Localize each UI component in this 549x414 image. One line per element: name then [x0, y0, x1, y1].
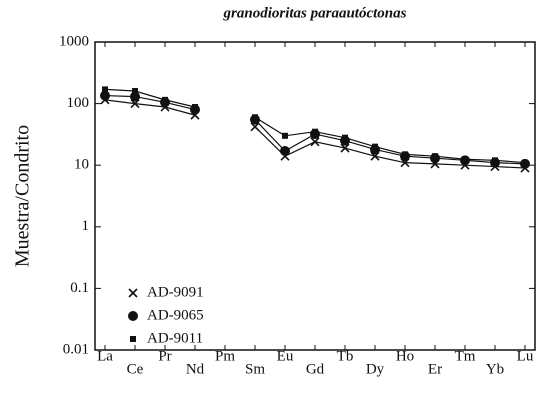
marker [252, 114, 258, 121]
x-tick-label: Pm [215, 348, 235, 364]
chart-title: granodioritas paraautóctonas [223, 5, 407, 21]
x-tick-label: Er [428, 361, 442, 377]
marker [492, 157, 498, 164]
x-tick-label: Lu [517, 348, 534, 364]
plot-frame [94, 41, 536, 351]
marker [310, 137, 320, 147]
y-tick-label: 0.1 [70, 280, 89, 296]
legend-label: AD-9011 [147, 330, 203, 346]
marker [132, 88, 138, 95]
marker [340, 143, 350, 153]
x-tick-label: Yb [486, 361, 504, 377]
x-tick-label: La [97, 348, 113, 364]
y-tick-label: 1000 [59, 33, 89, 49]
x-tick-label: Dy [366, 361, 385, 377]
x-tick-label: Ho [396, 348, 414, 364]
marker [102, 86, 108, 93]
x-tick-label: Nd [186, 361, 205, 377]
y-tick-label: 100 [67, 95, 90, 111]
marker [130, 91, 140, 102]
x-tick-label: Gd [306, 361, 325, 377]
marker [342, 134, 348, 141]
y-axis-label: Muestra/Condrito [12, 125, 34, 267]
marker [312, 128, 318, 135]
marker [280, 146, 290, 157]
y-tick-label: 10 [74, 157, 89, 173]
marker [100, 90, 110, 101]
series-line [104, 99, 526, 169]
legend-label: AD-9091 [147, 284, 204, 300]
marker [522, 159, 528, 166]
y-tick-label: 1 [82, 218, 90, 234]
marker [372, 143, 378, 150]
x-tick-label: Tb [337, 348, 354, 364]
marker [162, 96, 168, 103]
marker [282, 132, 288, 139]
x-tick-label: Pr [158, 348, 171, 364]
series-line [104, 94, 526, 165]
y-tick-label: 0.01 [63, 341, 89, 357]
marker [402, 151, 408, 158]
marker [130, 336, 136, 342]
x-tick-label: Eu [277, 348, 294, 364]
marker [128, 311, 138, 321]
marker [432, 153, 438, 160]
legend-label: AD-9065 [147, 307, 204, 323]
marker [462, 156, 468, 163]
marker [130, 99, 140, 109]
series-line [104, 88, 526, 164]
x-tick-label: Ce [127, 361, 144, 377]
marker [250, 122, 260, 132]
marker [192, 104, 198, 111]
x-tick-label: Tm [455, 348, 476, 364]
x-tick-label: Sm [245, 361, 265, 377]
marker [128, 288, 138, 298]
